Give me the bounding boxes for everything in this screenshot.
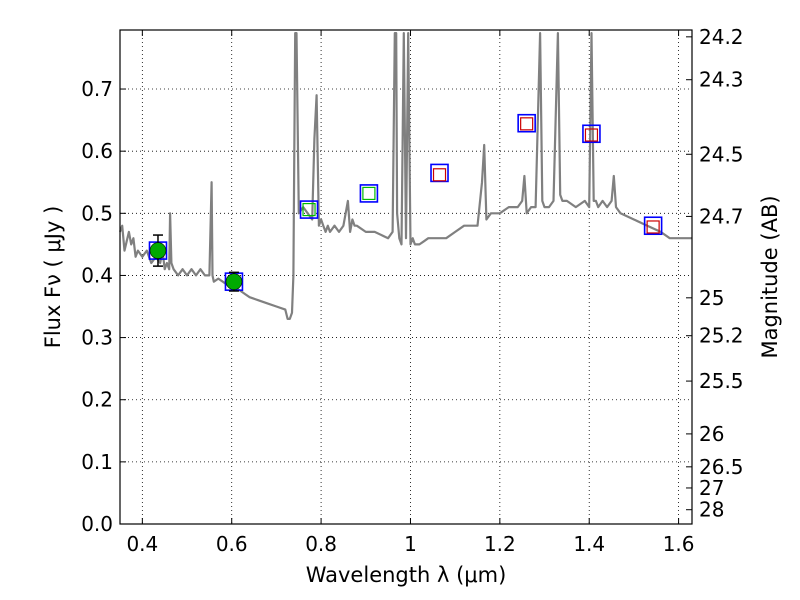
y2-tick-label: 25.5 (699, 369, 744, 393)
x-tick-label: 0.4 (126, 532, 158, 556)
model-photometry-marker (299, 200, 319, 219)
y-axis-title: Flux Fν ( μJy ) (41, 206, 65, 349)
x-axis: 0.4 0.6 0.8 1 1.2 1.4 1.6 (126, 30, 695, 556)
y-tick-label: 0.2 (81, 388, 113, 412)
observed-photometry-marker (646, 220, 660, 234)
spectrum (118, 32, 692, 320)
y-tick-label: 0.4 (81, 263, 113, 287)
model-photometry-marker (359, 184, 379, 203)
y2-tick-label: 27 (699, 476, 724, 500)
y2-tick-label: 24.7 (699, 204, 744, 228)
observed-photometry-marker (584, 128, 599, 142)
observed-photometry-marker (520, 117, 534, 131)
model-photometry-marker (430, 163, 449, 183)
y-tick-label: 0.6 (81, 139, 113, 163)
photometry-points (148, 113, 663, 292)
observed-photometry-marker (302, 202, 316, 217)
x-tick-label: 1.6 (663, 532, 695, 556)
model-photometry-marker (643, 216, 663, 236)
y2-tick-label: 24.5 (699, 142, 744, 166)
model-spectrum-line (118, 32, 692, 320)
y2-tick-label: 26 (699, 422, 724, 446)
x-tick-label: 1 (404, 532, 417, 556)
x-tick-label: 1.4 (573, 532, 605, 556)
plot-frame (119, 29, 693, 525)
y-tick-label: 0.3 (81, 326, 113, 350)
observed-photometry-marker (362, 186, 376, 201)
x-tick-label: 1.2 (484, 532, 516, 556)
y2-axis-title: Magnitude (AB) (758, 195, 782, 358)
y-tick-label: 0.0 (81, 512, 113, 536)
x-tick-label: 0.8 (305, 532, 337, 556)
observed-flux-marker (225, 273, 243, 290)
y2-tick-label: 25 (699, 286, 724, 310)
y-axis: 0.0 0.1 0.2 0.3 0.4 0.5 0.6 0.7 (81, 77, 126, 536)
y2-tick-label: 24.2 (699, 25, 744, 49)
y2-tick-label: 25.2 (699, 324, 744, 348)
x-tick-label: 0.6 (216, 532, 248, 556)
model-photometry-marker (582, 124, 601, 144)
y2-tick-label: 26.5 (699, 455, 744, 479)
y-tick-label: 0.7 (81, 77, 113, 101)
y-tick-label: 0.5 (81, 201, 113, 225)
observed-photometry-marker (432, 168, 447, 182)
x-axis-title: Wavelength λ (μm) (306, 563, 507, 587)
plot-background (120, 30, 692, 524)
y2-tick-label: 24.3 (699, 68, 744, 92)
y2-tick-label: 28 (699, 498, 724, 522)
y-tick-label: 0.1 (81, 450, 113, 474)
model-photometry-marker (517, 113, 536, 133)
observed-flux-marker (149, 242, 167, 259)
